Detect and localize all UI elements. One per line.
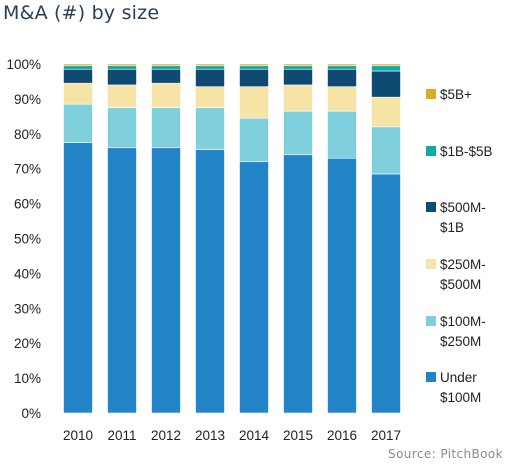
legend-item--5b-: $5B+	[426, 87, 472, 102]
x-tick-label: 2014	[239, 428, 270, 443]
y-tick-label: 20%	[14, 336, 41, 351]
legend-item--500m-1b: $500M- $1B	[426, 200, 486, 235]
bar-segment--250m-500m-2016	[327, 86, 357, 112]
legend-item--250m-500m: $250M- $500M	[426, 257, 486, 292]
x-axis: 2010 2011 2012 2013 2014 2015 2016 2017	[63, 428, 401, 443]
bar-segment--500m-1b-2010	[63, 68, 93, 84]
bar-segment--1b-5b-2013	[195, 65, 225, 70]
bar-segment--1b-5b-2010	[63, 65, 93, 70]
bar-segment--500m-1b-2013	[195, 68, 225, 87]
legend-item--1b-5b: $1B-$5B	[426, 144, 493, 159]
chart-title: M&A (#) by size	[3, 2, 160, 24]
bar-segment--100m-250m-2016	[327, 110, 357, 159]
legend-swatch	[426, 372, 436, 382]
bar-segment--5b--2014	[239, 63, 269, 67]
x-tick-label: 2016	[327, 428, 357, 443]
x-tick-label: 2015	[283, 428, 313, 443]
bar-segment--500m-1b-2017	[371, 70, 401, 98]
legend: $5B+ $1B-$5B $500M- $1B $250M- $500M $100M- $25…	[426, 87, 493, 405]
bar-segment-under-100m-2015	[283, 154, 313, 414]
bar-segment--100m-250m-2014	[239, 117, 269, 163]
bar-segment--500m-1b-2015	[283, 68, 313, 86]
legend-label: $1B	[440, 220, 464, 235]
legend-label: Under	[440, 370, 477, 385]
legend-swatch	[426, 89, 436, 99]
bar-segment--250m-500m-2017	[371, 96, 401, 128]
legend-swatch	[426, 146, 436, 156]
bar-segment--100m-250m-2017	[371, 126, 401, 175]
bar-segment--1b-5b-2011	[107, 65, 137, 70]
y-tick-label: 30%	[14, 301, 41, 316]
legend-swatch	[426, 259, 436, 269]
bar-segment--5b--2013	[195, 63, 225, 67]
y-tick-label: 90%	[14, 92, 41, 107]
x-tick-label: 2017	[371, 428, 401, 443]
bar-segment--250m-500m-2010	[63, 82, 93, 105]
y-tick-label: 10%	[14, 371, 41, 386]
bar-segment--250m-500m-2012	[151, 82, 181, 108]
legend-item-under-100m: Under $100M	[426, 370, 481, 405]
y-tick-label: 60%	[14, 197, 41, 212]
x-tick-label: 2013	[195, 428, 225, 443]
legend-label: $250M	[440, 334, 481, 349]
bar-segment--100m-250m-2012	[151, 107, 181, 149]
bar-segment--1b-5b-2015	[283, 65, 313, 70]
legend-label: $250M-	[440, 257, 486, 272]
bar-segment-under-100m-2014	[239, 161, 269, 414]
bar-segment--500m-1b-2011	[107, 68, 137, 86]
bar-segment--500m-1b-2012	[151, 68, 181, 84]
bar-segment--250m-500m-2015	[283, 84, 313, 112]
x-tick-label: 2012	[151, 428, 181, 443]
bar-segment--1b-5b-2014	[239, 65, 269, 70]
legend-swatch	[426, 316, 436, 326]
legend-label: $5B+	[440, 87, 472, 102]
legend-label: $500M	[440, 277, 481, 292]
bar-segment--5b--2011	[107, 63, 137, 67]
legend-label: $500M-	[440, 200, 486, 215]
y-tick-label: 50%	[14, 232, 41, 247]
legend-item--100m-250m: $100M- $250M	[426, 314, 486, 349]
bar-segment--100m-250m-2015	[283, 110, 313, 156]
y-tick-label: 70%	[14, 162, 41, 177]
bar-segment-under-100m-2012	[151, 147, 181, 414]
bar-segment--5b--2015	[283, 63, 313, 67]
bar-segment--250m-500m-2014	[239, 86, 269, 119]
y-tick-label: 0%	[21, 406, 41, 421]
legend-label: $1B-$5B	[440, 144, 493, 159]
bar-segment--100m-250m-2013	[195, 107, 225, 150]
bar-segment--500m-1b-2014	[239, 68, 269, 87]
bar-segment--500m-1b-2016	[327, 68, 357, 87]
bar-segment--5b--2016	[327, 63, 357, 67]
bar-segment--100m-250m-2010	[63, 103, 93, 143]
bar-segment-under-100m-2011	[107, 147, 137, 414]
bar-segment--250m-500m-2013	[195, 86, 225, 108]
bar-area	[63, 63, 401, 414]
y-tick-label: 100%	[6, 57, 41, 72]
bar-segment--1b-5b-2017	[371, 65, 401, 72]
legend-label: $100M-	[440, 314, 486, 329]
bar-segment--100m-250m-2011	[107, 107, 137, 149]
bar-segment-under-100m-2017	[371, 173, 401, 414]
source-note: Source: PitchBook	[388, 447, 503, 461]
bar-segment--1b-5b-2012	[151, 65, 181, 70]
bar-segment--5b--2017	[371, 63, 401, 67]
bar-segment-under-100m-2013	[195, 149, 225, 414]
y-tick-label: 40%	[14, 266, 41, 281]
bar-segment--5b--2010	[63, 63, 93, 67]
bar-segment--5b--2012	[151, 63, 181, 67]
x-tick-label: 2010	[63, 428, 93, 443]
y-axis: 0% 10% 20% 30% 40% 50% 60% 70% 80% 90% 100%	[6, 57, 41, 421]
bar-segment--1b-5b-2016	[327, 65, 357, 70]
legend-swatch	[426, 202, 436, 212]
y-tick-label: 80%	[14, 127, 41, 142]
bar-segment--250m-500m-2011	[107, 84, 137, 108]
legend-label: $100M	[440, 390, 481, 405]
bar-segment-under-100m-2016	[327, 157, 357, 414]
bar-segment-under-100m-2010	[63, 142, 93, 414]
x-tick-label: 2011	[107, 428, 136, 443]
